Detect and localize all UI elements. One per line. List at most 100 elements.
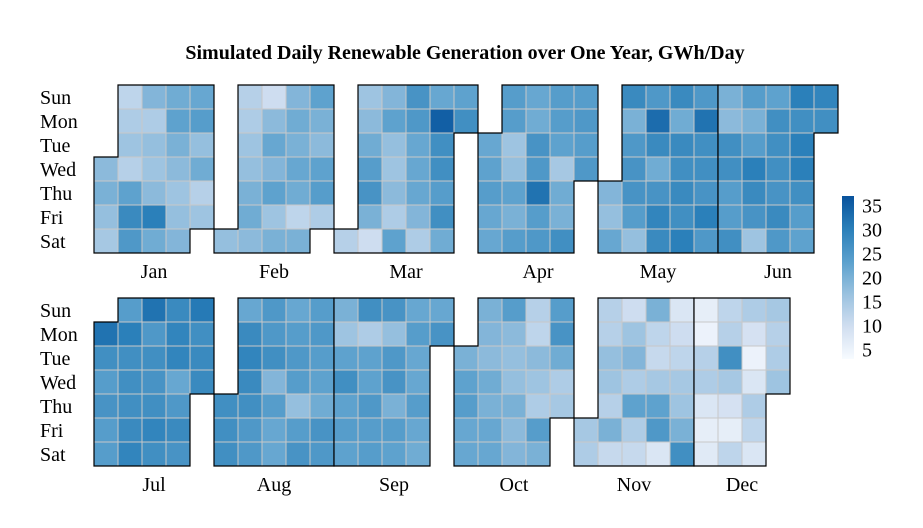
day-cell xyxy=(693,321,719,347)
day-cell xyxy=(645,108,671,134)
day-cell xyxy=(765,321,791,347)
colorbar-tick-label: 10 xyxy=(862,315,882,337)
day-cell xyxy=(117,180,143,206)
day-cell xyxy=(573,132,599,158)
day-cell xyxy=(189,108,215,134)
weekday-label-mon: Mon xyxy=(40,111,78,133)
day-cell xyxy=(717,84,743,110)
day-cell xyxy=(765,345,791,371)
day-cell xyxy=(765,369,791,395)
weekday-label-thu: Thu xyxy=(40,183,72,205)
day-cell xyxy=(357,393,383,419)
day-cell xyxy=(501,132,527,158)
day-cell xyxy=(789,132,815,158)
day-cell xyxy=(261,321,287,347)
day-cell xyxy=(501,84,527,110)
day-cell xyxy=(669,132,695,158)
day-cell xyxy=(141,228,167,254)
day-cell xyxy=(765,108,791,134)
day-cell xyxy=(477,180,503,206)
day-cell xyxy=(261,417,287,443)
day-cell xyxy=(693,204,719,230)
day-cell xyxy=(789,204,815,230)
day-cell xyxy=(285,297,311,323)
day-cell xyxy=(357,132,383,158)
day-cell xyxy=(597,393,623,419)
day-cell xyxy=(357,180,383,206)
day-cell xyxy=(405,132,431,158)
day-cell xyxy=(573,441,599,467)
day-cell xyxy=(477,393,503,419)
day-cell xyxy=(669,393,695,419)
day-cell xyxy=(621,441,647,467)
day-cell xyxy=(597,441,623,467)
month-block-dec: Dec xyxy=(693,297,791,496)
day-cell xyxy=(381,417,407,443)
month-label-feb: Feb xyxy=(259,261,289,283)
day-cell xyxy=(189,345,215,371)
day-cell xyxy=(309,393,335,419)
day-cell xyxy=(357,345,383,371)
day-cell xyxy=(405,297,431,323)
day-cell xyxy=(117,156,143,182)
day-cell xyxy=(285,369,311,395)
day-cell xyxy=(261,393,287,419)
day-cell xyxy=(141,441,167,467)
day-cell xyxy=(93,393,119,419)
day-cell xyxy=(501,345,527,371)
day-cell xyxy=(309,345,335,371)
day-cell xyxy=(765,228,791,254)
day-cell xyxy=(741,108,767,134)
day-cell xyxy=(405,156,431,182)
colorbar-tick-label: 25 xyxy=(862,244,882,266)
day-cell xyxy=(237,180,263,206)
day-cell xyxy=(381,84,407,110)
day-cell xyxy=(501,108,527,134)
day-cell xyxy=(693,108,719,134)
day-cell xyxy=(621,369,647,395)
day-cell xyxy=(261,441,287,467)
day-cell xyxy=(741,228,767,254)
day-cell xyxy=(165,345,191,371)
day-cell xyxy=(117,132,143,158)
day-cell xyxy=(189,180,215,206)
day-cell xyxy=(645,228,671,254)
day-cell xyxy=(717,156,743,182)
day-cell xyxy=(381,132,407,158)
month-label-jul: Jul xyxy=(142,474,166,496)
day-cell xyxy=(525,321,551,347)
day-cell xyxy=(765,132,791,158)
day-cell xyxy=(285,132,311,158)
day-cell xyxy=(549,84,575,110)
day-cell xyxy=(405,369,431,395)
day-cell xyxy=(477,156,503,182)
weekday-label-sun: Sun xyxy=(40,300,71,322)
day-cell xyxy=(477,228,503,254)
day-cell xyxy=(525,393,551,419)
day-cell xyxy=(741,297,767,323)
day-cell xyxy=(93,369,119,395)
day-cell xyxy=(429,180,455,206)
day-cell xyxy=(381,108,407,134)
day-cell xyxy=(405,441,431,467)
day-cell xyxy=(453,345,479,371)
weekday-label-wed: Wed xyxy=(40,372,76,394)
day-cell xyxy=(405,417,431,443)
day-cell xyxy=(525,84,551,110)
day-cell xyxy=(285,417,311,443)
day-cell xyxy=(669,84,695,110)
day-cell xyxy=(453,369,479,395)
day-cell xyxy=(525,369,551,395)
day-cell xyxy=(501,417,527,443)
day-cell xyxy=(477,321,503,347)
day-cell xyxy=(429,204,455,230)
day-cell xyxy=(333,228,359,254)
day-cell xyxy=(693,156,719,182)
day-cell xyxy=(789,84,815,110)
day-cell xyxy=(525,417,551,443)
day-cell xyxy=(549,228,575,254)
day-cell xyxy=(621,228,647,254)
day-cell xyxy=(741,369,767,395)
